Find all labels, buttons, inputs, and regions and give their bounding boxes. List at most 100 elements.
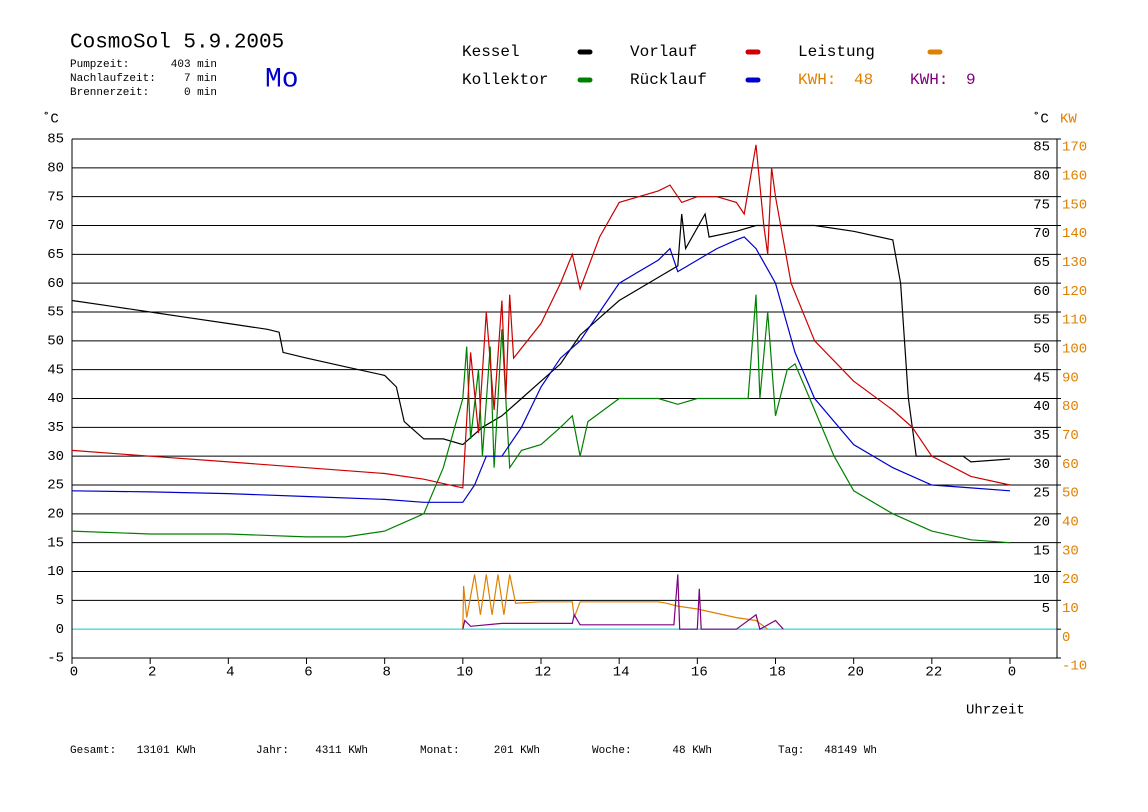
y-right-tick-label: 25 [1033, 486, 1050, 502]
y-tick-label: 40 [47, 391, 64, 407]
y2-tick-label: 170 [1062, 140, 1087, 156]
total-value: 13101 KWh [137, 745, 196, 757]
y-tick-label: 30 [47, 449, 64, 465]
y2-tick-label: 40 [1062, 515, 1079, 531]
y-tick-label: 25 [47, 478, 64, 494]
x-tick-label: 2 [148, 665, 156, 681]
total-label: Jahr: [256, 745, 289, 757]
info-label: Nachlaufzeit: [70, 73, 156, 85]
x-tick-label: 12 [535, 665, 552, 681]
series-line [462, 574, 769, 630]
y-tick-label: 0 [56, 622, 64, 638]
y-right-tick-label: 70 [1033, 226, 1050, 242]
y-right-tick-label: 55 [1033, 313, 1050, 329]
y2-tick-label: 30 [1062, 543, 1079, 559]
x-tick-label: 20 [847, 665, 864, 681]
energy-label: KWH: [798, 71, 836, 89]
y2-tick-label: 100 [1062, 342, 1087, 358]
x-tick-label: 10 [456, 665, 473, 681]
y-right-tick-label: 30 [1033, 457, 1050, 473]
y2-tick-label: 130 [1062, 255, 1087, 271]
info-value: 7 min [184, 73, 217, 85]
series-line [71, 236, 1011, 503]
y-tick-label: 70 [47, 218, 64, 234]
legend-label: Vorlauf [630, 43, 697, 61]
info-value: 0 min [184, 87, 217, 99]
y2-tick-label: 80 [1062, 399, 1079, 415]
info-value: 403 min [171, 59, 217, 71]
total-label: Gesamt: [70, 745, 116, 757]
legend-label: Leistung [798, 43, 875, 61]
x-tick-label: 18 [769, 665, 786, 681]
y2-tick-label: 70 [1062, 428, 1079, 444]
total-value: 48149 Wh [824, 745, 877, 757]
y-right-tick-label: 20 [1033, 515, 1050, 531]
y-right-tick-label: 10 [1033, 572, 1050, 588]
energy-value: 48 [854, 71, 873, 89]
y-right-tick-label: 75 [1033, 197, 1050, 213]
y-tick-label: 15 [47, 535, 64, 551]
y-tick-label: 75 [47, 189, 64, 205]
y-tick-label: 85 [47, 132, 64, 148]
x-tick-label: 16 [691, 665, 708, 681]
series-line [462, 574, 784, 631]
x-tick-label: 6 [304, 665, 312, 681]
y-tick-label: 10 [47, 564, 64, 580]
y2-tick-label: 20 [1062, 572, 1079, 588]
y-right-tick-label: 5 [1042, 601, 1050, 617]
x-axis-label: Uhrzeit [966, 703, 1025, 719]
y2-tick-label: 50 [1062, 486, 1079, 502]
legend-label: Rücklauf [630, 71, 707, 89]
legend-label: Kollektor [462, 71, 548, 89]
chart-title: CosmoSol 5.9.2005 [70, 32, 284, 55]
y2-tick-label: 90 [1062, 370, 1079, 386]
y-tick-label: 65 [47, 247, 64, 263]
info-label: Pumpzeit: [70, 59, 129, 71]
total-value: 48 KWh [672, 745, 712, 757]
y-right-tick-label: 50 [1033, 342, 1050, 358]
total-label: Monat: [420, 745, 460, 757]
y-tick-label: -5 [47, 651, 64, 667]
y-right-tick-label: 85 [1033, 140, 1050, 156]
x-tick-label: 0 [70, 665, 78, 681]
series-line [71, 212, 1011, 463]
y-tick-label: 55 [47, 305, 64, 321]
total-value: 4311 KWh [315, 745, 368, 757]
y2-tick-label: -10 [1062, 659, 1087, 675]
y-right-tick-label: 60 [1033, 284, 1050, 300]
y-axis-label: ˚C [42, 112, 59, 128]
y-tick-label: 35 [47, 420, 64, 436]
y-tick-label: 80 [47, 161, 64, 177]
y-tick-label: 5 [56, 593, 64, 609]
y-tick-label: 20 [47, 507, 64, 523]
y2-tick-label: 160 [1062, 169, 1087, 185]
x-tick-label: 14 [613, 665, 630, 681]
total-label: Tag: [778, 745, 804, 757]
x-tick-label: 0 [1008, 665, 1016, 681]
y2-tick-label: 140 [1062, 226, 1087, 242]
y-right-tick-label: 45 [1033, 370, 1050, 386]
y-right-axis-label: ˚C [1032, 112, 1049, 128]
y2-tick-label: 110 [1062, 313, 1087, 329]
y2-tick-label: 0 [1062, 630, 1070, 646]
day-label: Mo [265, 64, 299, 95]
series-line [71, 144, 1011, 489]
x-tick-label: 22 [925, 665, 942, 681]
y2-tick-label: 150 [1062, 197, 1087, 213]
energy-value: 9 [966, 71, 976, 89]
energy-label: KWH: [910, 71, 948, 89]
y-tick-label: 60 [47, 276, 64, 292]
y-right-tick-label: 35 [1033, 428, 1050, 444]
y-right-tick-label: 40 [1033, 399, 1050, 415]
y-tick-label: 50 [47, 334, 64, 350]
y2-axis-label: KW [1060, 112, 1077, 128]
y-right-tick-label: 65 [1033, 255, 1050, 271]
y-right-tick-label: 80 [1033, 169, 1050, 185]
total-value: 201 KWh [494, 745, 540, 757]
y-right-tick-label: 15 [1033, 543, 1050, 559]
y2-tick-label: 60 [1062, 457, 1079, 473]
x-tick-label: 4 [226, 665, 234, 681]
total-label: Woche: [592, 745, 632, 757]
y2-tick-label: 120 [1062, 284, 1087, 300]
